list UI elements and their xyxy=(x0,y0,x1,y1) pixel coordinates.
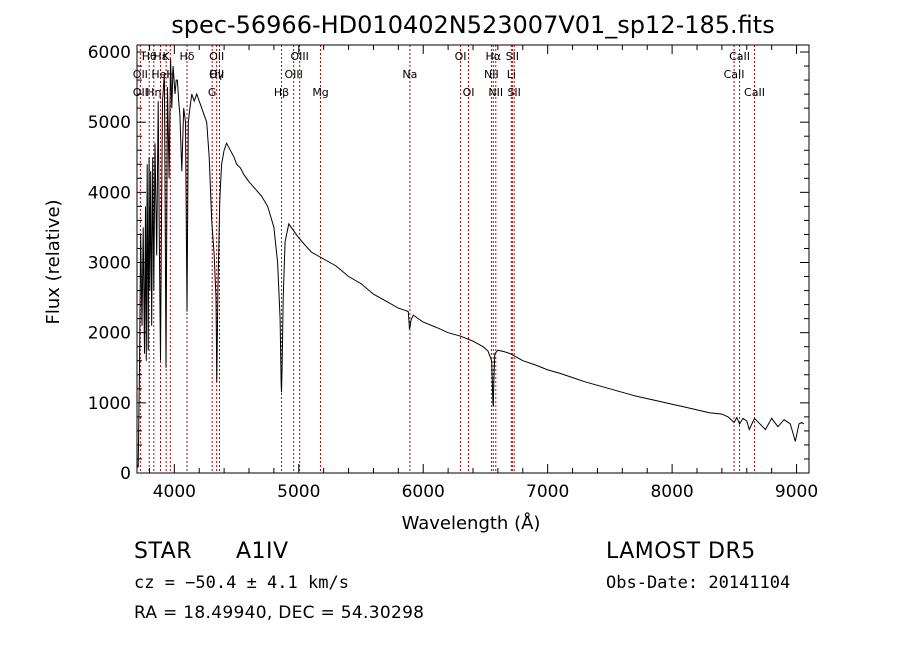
survey-name: LAMOST DR5 xyxy=(606,539,756,564)
x-tick-label: 8000 xyxy=(650,482,693,502)
x-tick-label: 9000 xyxy=(775,482,818,502)
line-label: OII xyxy=(133,68,148,81)
axis-ticks: 4000 5000 6000 7000 8000 9000 0 1000 2000 3000 400… xyxy=(88,43,818,502)
emission-line-markers xyxy=(139,45,755,473)
line-label: K xyxy=(163,50,171,63)
y-tick-label: 3000 xyxy=(88,254,131,274)
spectrum-line xyxy=(136,58,805,468)
x-tick-label: 4000 xyxy=(153,482,196,502)
line-label: SII xyxy=(507,86,520,99)
y-tick-label: 6000 xyxy=(88,43,131,63)
line-label: HeI xyxy=(151,68,169,81)
x-tick-label: 6000 xyxy=(402,482,445,502)
line-label: Li xyxy=(507,68,516,81)
line-label: Hα xyxy=(486,50,502,63)
line-label: Hε xyxy=(153,50,167,63)
y-tick-label: 1000 xyxy=(88,394,131,414)
y-tick-label: 0 xyxy=(120,464,131,484)
line-label: CaII xyxy=(729,50,750,63)
line-label: Mg xyxy=(312,86,328,99)
line-label: OI xyxy=(455,50,467,63)
line-label: Hγ xyxy=(209,68,224,81)
line-label: NII xyxy=(484,68,499,81)
y-tick-label: 4000 xyxy=(88,183,131,203)
line-label: Hη xyxy=(146,86,161,99)
x-axis-label: Wavelength (Å) xyxy=(402,512,541,534)
line-label: Hβ xyxy=(274,86,289,99)
line-label: OIII xyxy=(290,50,308,63)
line-label: OII xyxy=(209,50,224,63)
spectral-subclass: A1IV xyxy=(236,539,289,564)
object-class: STAR xyxy=(134,539,193,564)
line-label: OII xyxy=(209,68,224,81)
line-label: CaII xyxy=(744,86,765,99)
y-tick-label: 2000 xyxy=(88,324,131,344)
x-tick-label: 7000 xyxy=(526,482,569,502)
observation-date: Obs-Date: 20141104 xyxy=(606,573,791,593)
redshift-cz: cz = −50.4 ± 4.1 km/s xyxy=(134,573,349,593)
x-tick-label: 5000 xyxy=(277,482,320,502)
line-label: OI xyxy=(463,86,475,99)
y-tick-label: 5000 xyxy=(88,113,131,133)
line-label: Hδ xyxy=(180,50,195,63)
line-label: G xyxy=(208,86,217,99)
y-axis-label: Flux (relative) xyxy=(43,199,64,324)
line-label: Hθ xyxy=(142,50,157,63)
chart-title: spec-56966-HD010402N523007V01_sp12-185.f… xyxy=(171,11,774,39)
plot-frame xyxy=(136,44,810,474)
line-label: SII xyxy=(506,50,519,63)
coordinates: RA = 18.49940, DEC = 54.30298 xyxy=(134,603,425,623)
line-label: OIII xyxy=(284,68,302,81)
line-label: NII xyxy=(488,86,503,99)
line-label: CaII xyxy=(724,68,745,81)
line-label: Na xyxy=(402,68,417,81)
